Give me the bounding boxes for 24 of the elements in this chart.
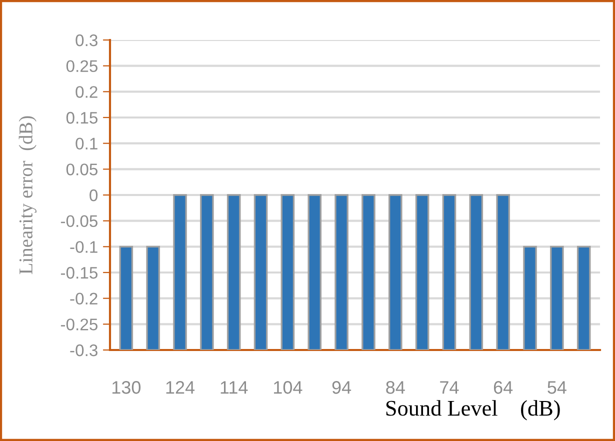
y-axis-title: Linearity error (dB) (18, 116, 36, 274)
x-tick-label: 54 (548, 381, 566, 394)
y-tick-label: 0.25 (66, 60, 98, 72)
x-tick-label: 114 (220, 381, 248, 394)
y-tick-label: -0.2 (70, 292, 98, 305)
y-tick-label: -0.25 (60, 318, 98, 330)
y-tick-label: 0.15 (66, 112, 98, 124)
y-tick-label: 0 (90, 189, 98, 202)
y-tick-label: 0.1 (76, 138, 98, 150)
y-tick-label: 0.05 (66, 164, 98, 176)
x-tick-label: 104 (274, 381, 302, 394)
x-tick-label: 130 (112, 381, 141, 394)
y-tick-label: -0.1 (70, 241, 98, 253)
x-tick-label: 74 (440, 381, 459, 394)
y-tick-label: -0.15 (60, 266, 98, 279)
x-axis-title: Sound Level (dB) (386, 400, 560, 420)
y-tick-label: 0.3 (76, 34, 98, 46)
x-tick-label: 124 (166, 381, 195, 394)
y-tick-label: -0.05 (60, 215, 98, 228)
x-tick-label: 64 (494, 381, 513, 394)
x-tick-label: 84 (386, 381, 405, 394)
x-tick-label: 94 (332, 381, 352, 394)
y-tick-label: 0.2 (76, 86, 98, 98)
y-tick-label: -0.3 (70, 344, 98, 356)
